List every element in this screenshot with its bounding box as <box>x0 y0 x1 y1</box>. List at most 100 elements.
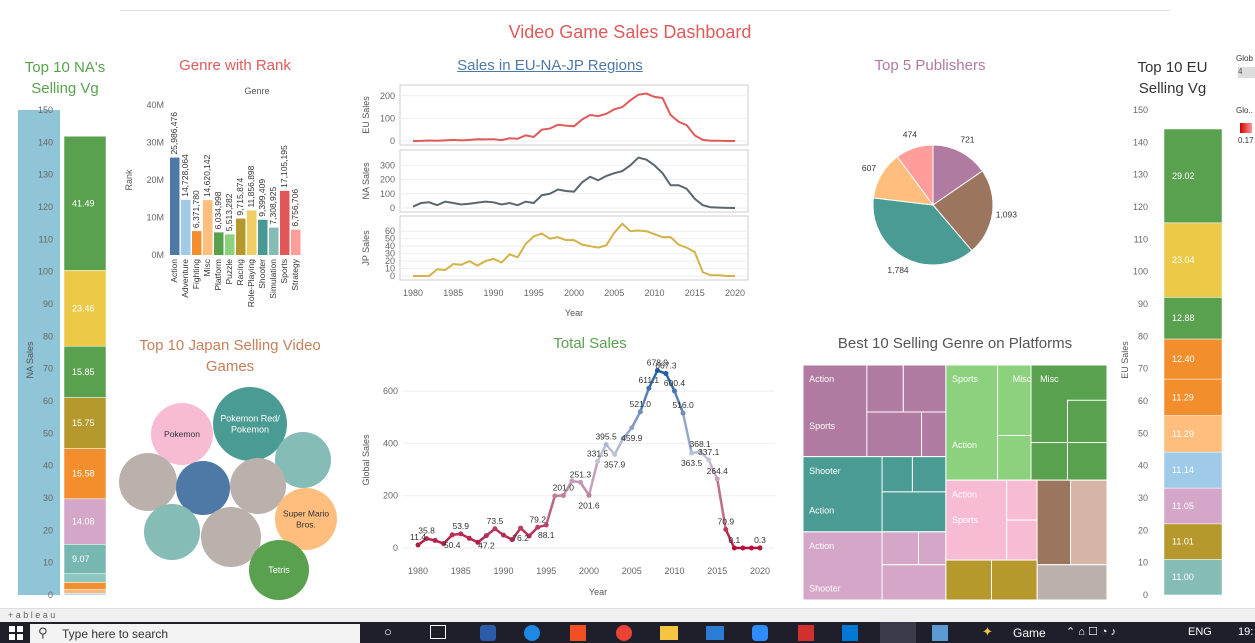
total-line-segment <box>579 481 591 496</box>
region-y-tick: 200 <box>380 91 395 101</box>
total-data-label: 35.8 <box>418 526 435 536</box>
region-x-tick: 1980 <box>403 288 423 298</box>
treemap-cell <box>1030 442 1068 481</box>
y-tick-label: 140 <box>1133 137 1148 147</box>
region-y-tick: 0 <box>390 203 395 213</box>
store-icon[interactable] <box>570 625 586 641</box>
windows-start-icon[interactable] <box>0 622 30 643</box>
genre-bar <box>291 229 301 255</box>
genre-category-label: Puzzle <box>224 259 234 285</box>
photos-icon[interactable] <box>932 625 948 641</box>
region-x-tick: 2005 <box>604 288 624 298</box>
task-view-icon[interactable] <box>430 625 446 639</box>
total-line-segment <box>673 390 685 414</box>
header-total: Total Sales <box>553 335 627 352</box>
segment-label: 9.07 <box>72 554 90 564</box>
total-point <box>466 535 472 541</box>
total-data-label: 368.1 <box>690 439 712 449</box>
y-tick-label: 110 <box>1134 234 1148 244</box>
pdf-icon[interactable] <box>798 625 814 641</box>
genre-category-label: Racing <box>235 259 245 286</box>
total-data-label: 459.9 <box>621 433 643 443</box>
total-x-tick: 2010 <box>664 566 684 576</box>
region-y-label: JP Sales <box>361 230 371 266</box>
bar-segment <box>1163 338 1223 380</box>
total-data-label: 73.5 <box>487 516 504 526</box>
y-tick-label: 0 <box>48 590 53 600</box>
genre-bar-label: 5,513,282 <box>224 193 234 231</box>
region-y-tick: 0 <box>390 136 395 146</box>
region-y-tick: 60 <box>385 226 395 236</box>
segment-label: 29.02 <box>1172 171 1195 181</box>
total-point <box>714 476 720 482</box>
total-data-label: 0.1 <box>728 535 740 545</box>
cortana-icon[interactable]: ○ <box>384 624 392 639</box>
treemap-cell <box>921 411 947 458</box>
pie-label: 474 <box>903 130 917 140</box>
total-sales-chart: 0 200 400 600 Global Sales 1980 1985 1990 1995 20… <box>361 358 775 597</box>
japan-bubble <box>151 403 213 465</box>
zoom-icon[interactable] <box>752 625 768 641</box>
total-data-label: 264.4 <box>707 466 729 476</box>
glob-label-2: Glo.. <box>1236 106 1253 115</box>
language-indicator[interactable]: ENG <box>1188 626 1212 638</box>
glob-value-1[interactable]: 4 <box>1238 67 1255 78</box>
total-point <box>680 410 686 416</box>
total-data-label: 50.4 <box>444 540 461 550</box>
total-point <box>654 368 660 374</box>
clock[interactable]: 19: <box>1238 626 1254 638</box>
japan-bubble <box>230 458 286 514</box>
total-x-tick: 1985 <box>451 566 471 576</box>
bar-segment <box>63 346 107 398</box>
segment-label: 12.40 <box>1172 354 1195 364</box>
total-column <box>18 110 60 595</box>
region-x-tick: 2015 <box>685 288 705 298</box>
total-data-label: 363.5 <box>681 458 703 468</box>
glob-color-legend <box>1240 123 1252 133</box>
total-point <box>475 539 481 545</box>
bar-segment <box>1163 523 1223 560</box>
header-regions[interactable]: Sales in EU-NA-JP Regions <box>457 57 643 74</box>
total-data-label: 88.1 <box>538 530 555 540</box>
bar-segment <box>1163 559 1223 596</box>
japan-bubble <box>176 461 230 515</box>
genre-bar-label: 6,756,706 <box>290 189 300 227</box>
genre-bar <box>258 219 268 255</box>
treemap-cell <box>1006 479 1038 521</box>
bar-segment <box>63 498 107 545</box>
total-y-tick: 200 <box>383 491 398 501</box>
total-point <box>543 522 549 528</box>
mail-icon[interactable] <box>706 626 724 640</box>
y-axis-label: NA Sales <box>25 341 35 379</box>
japan-bubble <box>144 504 200 560</box>
game-icon[interactable]: ✦ <box>982 624 993 639</box>
bar-segment <box>63 582 107 590</box>
taskbar-search-box[interactable]: ⚲ Type here to search <box>30 624 360 643</box>
segment-label: 11.29 <box>1172 429 1194 439</box>
total-point <box>518 525 524 531</box>
total-point <box>620 435 626 441</box>
edge-icon[interactable] <box>524 625 540 641</box>
total-y-tick: 400 <box>383 438 398 448</box>
y-tick-label: 60 <box>1138 396 1148 406</box>
bar-segment <box>1163 378 1223 416</box>
genre-bar-label: 25,986,476 <box>169 112 179 155</box>
app-icon-1[interactable] <box>480 625 496 641</box>
y-tick-label: 20 <box>1138 525 1148 535</box>
total-line-segment <box>707 459 719 480</box>
vscode-icon[interactable] <box>842 625 858 641</box>
pie-slice <box>932 144 984 206</box>
file-explorer-icon[interactable] <box>660 626 678 640</box>
pie-label: 1,784 <box>887 265 909 275</box>
total-data-label: 70.9 <box>718 516 735 526</box>
game-label[interactable]: Game <box>1013 626 1046 640</box>
chrome-icon[interactable] <box>616 625 632 641</box>
bubble-label: Super Mario <box>283 509 330 519</box>
bubble-label: Pokemon <box>164 429 200 439</box>
pie-slice <box>932 170 994 252</box>
genre-y-tick: 0M <box>151 250 164 260</box>
system-tray-icons[interactable]: ⌃ ⌂ ☐ ◔ ♪ <box>1066 626 1117 638</box>
region-y-tick: 40 <box>385 241 395 251</box>
chrome-active-icon[interactable] <box>880 622 916 643</box>
